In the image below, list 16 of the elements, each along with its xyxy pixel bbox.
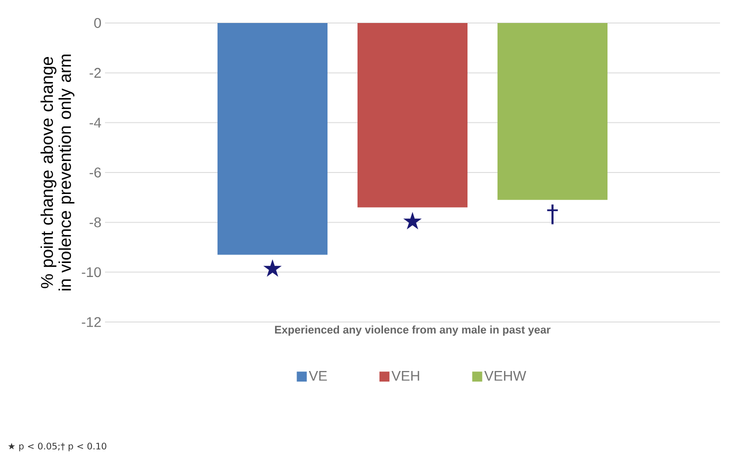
legend-label: VE	[308, 371, 327, 381]
text: ★ p < 0.05;† p < 0.10	[8, 442, 106, 452]
annotation: ★	[263, 259, 282, 277]
y-tick-label: 0	[94, 18, 101, 28]
y-tick-label: -12	[82, 317, 101, 327]
y-tick-label: -6	[90, 168, 101, 178]
y-tick-label: -2	[90, 68, 101, 78]
y-tick-label: -8	[90, 217, 101, 228]
annotation: †	[547, 204, 558, 224]
y-axis-title: % point change above change in violence prevention only arm	[40, 54, 74, 290]
x-tick-label: Experienced any violence from any male in past year	[275, 326, 550, 336]
legend-label: VEH	[392, 371, 420, 381]
y-tick-label: -10	[82, 267, 101, 278]
annotation: ★	[403, 212, 422, 230]
y-tick-label: -4	[90, 118, 102, 128]
legend-label: VEHW	[484, 371, 526, 381]
